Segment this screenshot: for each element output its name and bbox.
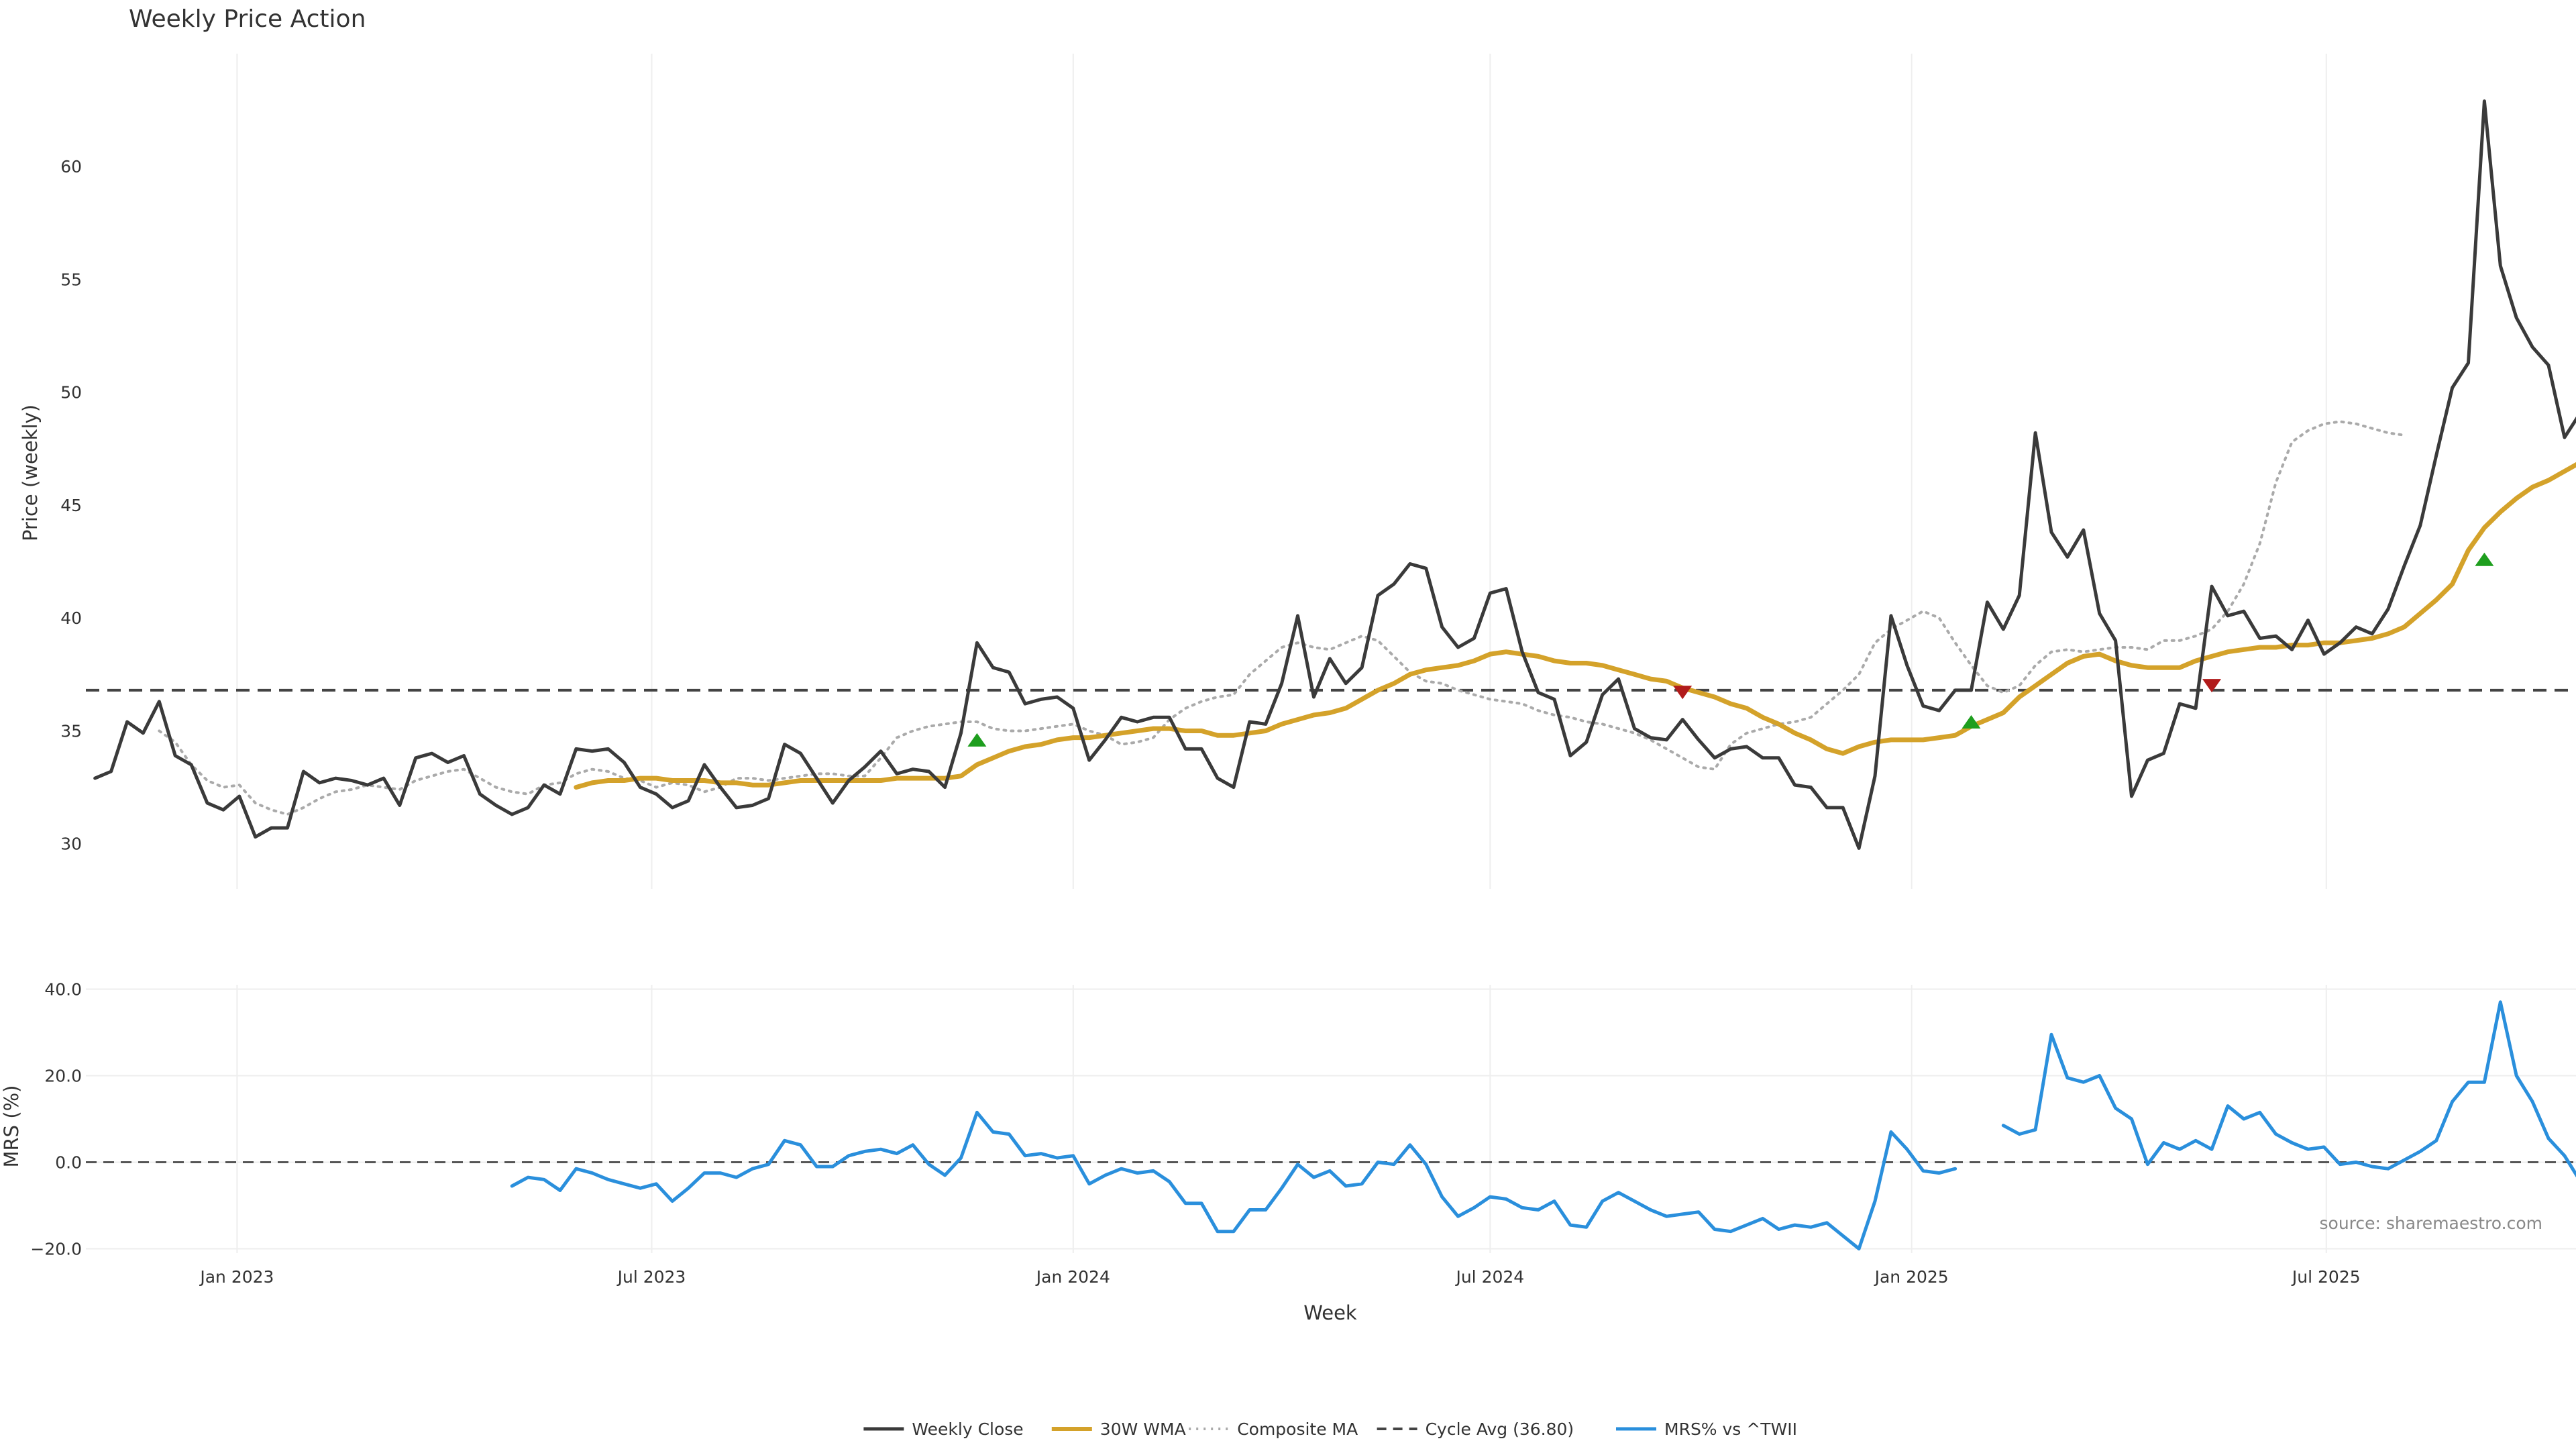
mrs-y-tick-label: 0.0: [55, 1153, 82, 1173]
legend: Weekly Close 30W WMA Composite MA Cycle Avg…: [863, 1419, 1797, 1439]
mrs-y-tick-label: 40.0: [44, 979, 82, 999]
legend-item: MRS% vs ^TWII: [1616, 1419, 1797, 1439]
legend-label: MRS% vs ^TWII: [1664, 1419, 1797, 1439]
sell-signal-marker: [2202, 679, 2222, 693]
legend-label: Composite MA: [1237, 1419, 1358, 1439]
signal-markers: [967, 552, 2494, 747]
price-y-tick-label: 60: [60, 157, 82, 176]
legend-label: 30W WMA: [1100, 1419, 1186, 1439]
legend-item: Weekly Close: [863, 1419, 1024, 1439]
mrs-panel: −20.0 0.0 20.0 40.0 MRS (%) source: sharema…: [0, 979, 2576, 1259]
series-weekly-close: [93, 99, 2576, 850]
x-tick-label: Jan 2023: [199, 1267, 274, 1287]
price-y-tick-label: 45: [60, 496, 82, 515]
mrs-gridlines: [86, 985, 2576, 1253]
legend-label: Cycle Avg (36.80): [1426, 1419, 1574, 1439]
price-y-ticks: 30 35 40 45 50 55 60: [60, 157, 82, 853]
mrs-y-axis-label: MRS (%): [0, 1085, 23, 1168]
chart-title: Weekly Price Action: [129, 5, 366, 33]
price-y-axis-label: Price (weekly): [19, 405, 42, 541]
sell-signal-marker: [1673, 686, 1693, 700]
x-tick-label: Jan 2024: [1035, 1267, 1110, 1287]
x-tick-label: Jan 2025: [1874, 1267, 1949, 1287]
x-tick-label: Jul 2025: [2291, 1267, 2361, 1287]
price-y-tick-label: 50: [60, 383, 82, 402]
price-panel: 30 35 40 45 50 55 60 Price (weekly): [19, 54, 2576, 889]
series-30w-wma: [574, 462, 2576, 790]
buy-signal-marker: [1962, 715, 1981, 729]
x-tick-label: Jul 2023: [616, 1267, 686, 1287]
x-axis-label: Week: [1303, 1301, 1357, 1324]
mrs-y-tick-label: 20.0: [44, 1066, 82, 1085]
price-y-tick-label: 40: [60, 608, 82, 628]
x-axis-ticks: Jan 2023 Jul 2023 Jan 2024 Jul 2024 Jan 2025…: [199, 1267, 2360, 1287]
series-composite-ma: [158, 420, 2406, 816]
mrs-y-ticks: −20.0 0.0 20.0 40.0: [30, 979, 82, 1258]
mrs-series: [510, 1000, 2576, 1250]
legend-item: Composite MA: [1189, 1419, 1358, 1439]
mrs-y-tick-label: −20.0: [30, 1240, 82, 1259]
price-y-tick-label: 35: [60, 721, 82, 741]
price-y-tick-label: 30: [60, 835, 82, 854]
price-series: [93, 99, 2576, 850]
buy-signal-marker: [2475, 552, 2494, 566]
price-gridlines: [236, 54, 2327, 889]
series-mrs-segment: [510, 1110, 1957, 1250]
source-note: source: sharemaestro.com: [2320, 1214, 2543, 1233]
legend-label: Weekly Close: [912, 1419, 1023, 1439]
price-y-tick-label: 55: [60, 270, 82, 289]
series-mrs-segment: [2001, 1000, 2576, 1178]
legend-item: 30W WMA: [1051, 1419, 1186, 1439]
x-tick-label: Jul 2024: [1454, 1267, 1524, 1287]
buy-signal-marker: [967, 733, 987, 747]
legend-item: Cycle Avg (36.80): [1377, 1419, 1574, 1439]
